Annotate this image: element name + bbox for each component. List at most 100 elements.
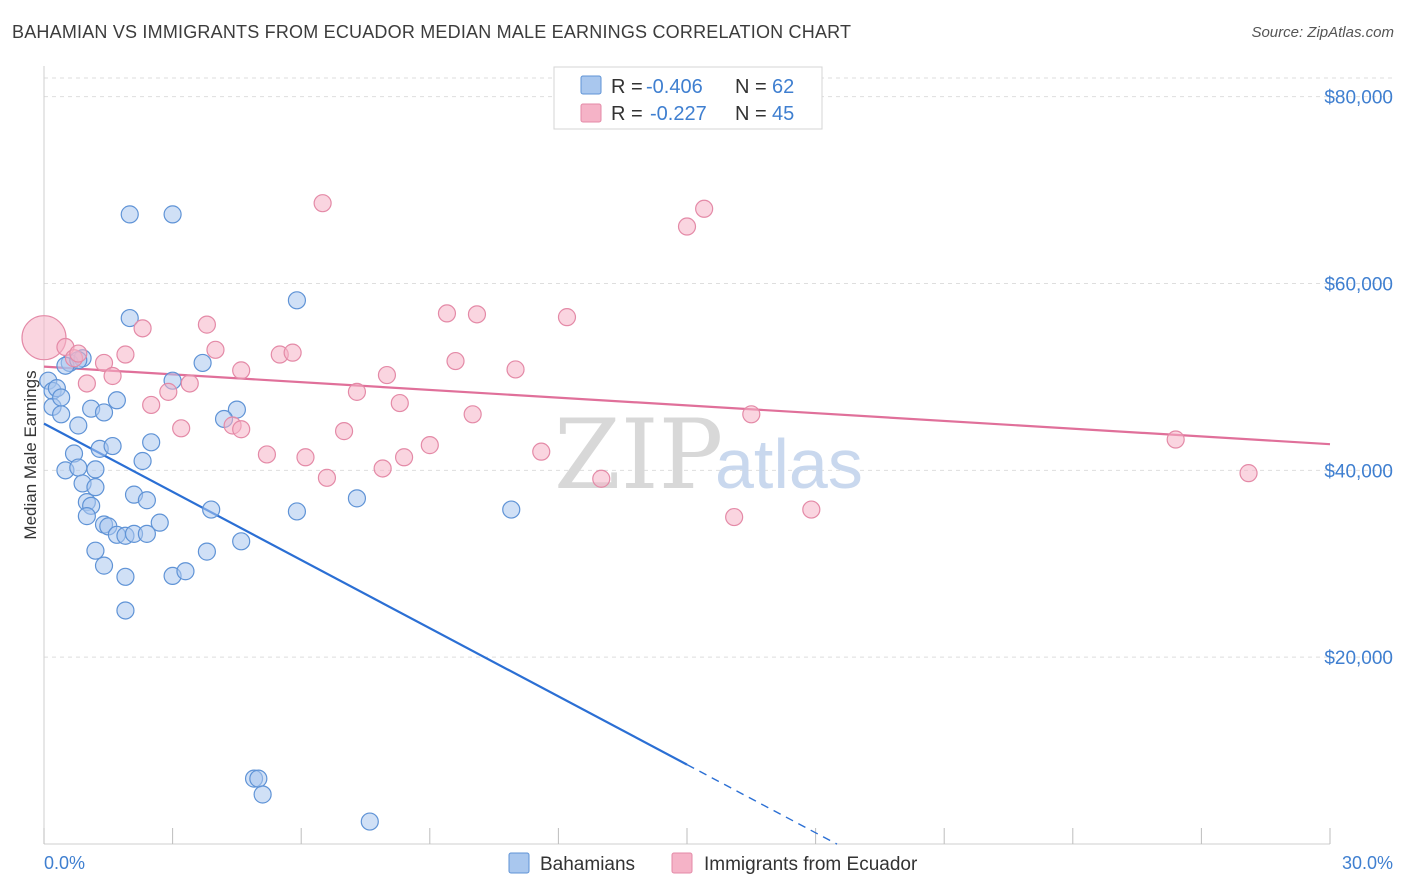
trend-line-bahamians-extension bbox=[686, 763, 838, 845]
y-tick-labels: $20,000 $40,000 $60,000 $80,000 bbox=[1324, 88, 1393, 669]
point-bahamians bbox=[120, 308, 139, 328]
point-ecuador bbox=[21, 315, 67, 361]
point-bahamians bbox=[69, 416, 88, 435]
correlation-legend: R = -0.406 N = 62 R = -0.227 N = 45 bbox=[553, 66, 823, 130]
legend-n-label-2: N = bbox=[735, 103, 767, 125]
bottom-legend-label-ecuador: Immigrants from Ecuador bbox=[704, 854, 918, 875]
point-bahamians bbox=[360, 812, 379, 831]
point-bahamians bbox=[77, 507, 96, 526]
bottom-legend-swatch-bahamians bbox=[508, 852, 530, 874]
bottom-legend-swatch-ecuador bbox=[671, 852, 693, 874]
watermark-atlas: atlas bbox=[715, 425, 863, 503]
point-ecuador bbox=[377, 365, 397, 385]
point-ecuador bbox=[116, 345, 135, 364]
point-bahamians bbox=[287, 291, 307, 310]
chart-title: BAHAMIAN VS IMMIGRANTS FROM ECUADOR MEDI… bbox=[12, 22, 852, 42]
point-ecuador bbox=[197, 315, 216, 334]
y-tick-label: $60,000 bbox=[1324, 275, 1393, 296]
point-ecuador bbox=[257, 445, 277, 464]
trend-line-ecuador bbox=[43, 365, 1331, 446]
legend-r-value-1: -0.406 bbox=[646, 76, 703, 98]
point-bahamians bbox=[347, 489, 367, 508]
point-bahamians bbox=[137, 491, 156, 510]
point-bahamians bbox=[116, 567, 135, 586]
point-ecuador bbox=[180, 374, 199, 393]
point-ecuador bbox=[1166, 430, 1185, 449]
series-legend: Bahamians Immigrants from Ecuador bbox=[508, 852, 918, 875]
point-bahamians bbox=[52, 388, 71, 407]
point-ecuador bbox=[133, 319, 152, 338]
point-ecuador bbox=[420, 436, 439, 455]
point-ecuador bbox=[232, 361, 251, 380]
point-ecuador bbox=[334, 422, 354, 441]
point-ecuador bbox=[172, 419, 191, 438]
point-ecuador bbox=[1239, 464, 1258, 483]
point-bahamians bbox=[94, 403, 114, 422]
y-tick-label: $40,000 bbox=[1324, 461, 1393, 482]
bottom-legend-label-bahamians: Bahamians bbox=[540, 854, 635, 875]
point-bahamians bbox=[69, 458, 88, 477]
axes bbox=[43, 66, 1331, 845]
point-bahamians bbox=[52, 405, 71, 424]
point-bahamians bbox=[253, 785, 272, 804]
point-ecuador bbox=[103, 366, 122, 386]
point-ecuador bbox=[283, 343, 302, 362]
legend-n-value-1: 62 bbox=[772, 76, 794, 98]
source-label: Source: ZipAtlas.com bbox=[1251, 24, 1394, 41]
point-bahamians bbox=[502, 500, 521, 519]
point-ecuador bbox=[317, 468, 337, 487]
point-ecuador bbox=[390, 393, 409, 413]
watermark-zip: ZIP bbox=[554, 399, 723, 511]
x-tick-label: 30.0% bbox=[1342, 853, 1393, 873]
point-bahamians bbox=[287, 502, 307, 521]
point-bahamians bbox=[163, 205, 182, 224]
legend-r-label-2: R = bbox=[611, 103, 643, 125]
point-ecuador bbox=[437, 304, 457, 323]
point-bahamians bbox=[116, 601, 135, 620]
point-ecuador bbox=[296, 448, 315, 467]
point-ecuador bbox=[742, 405, 761, 424]
legend-r-label-1: R = bbox=[611, 76, 643, 98]
point-ecuador bbox=[94, 353, 114, 373]
data-points bbox=[21, 194, 1258, 831]
point-ecuador bbox=[142, 395, 161, 415]
point-ecuador bbox=[695, 199, 714, 218]
point-ecuador bbox=[373, 459, 392, 478]
point-ecuador bbox=[467, 305, 487, 324]
legend-n-label-1: N = bbox=[735, 76, 767, 98]
trend-lines bbox=[43, 365, 1331, 845]
point-ecuador bbox=[557, 308, 577, 327]
legend-swatch-bahamians bbox=[580, 75, 602, 95]
point-ecuador bbox=[677, 217, 697, 236]
point-bahamians bbox=[133, 451, 152, 471]
point-ecuador bbox=[446, 351, 465, 371]
point-bahamians bbox=[202, 500, 221, 519]
point-bahamians bbox=[193, 353, 212, 373]
point-ecuador bbox=[347, 382, 367, 401]
point-bahamians bbox=[103, 436, 122, 456]
point-ecuador bbox=[313, 194, 332, 213]
legend-r-value-2: -0.227 bbox=[650, 103, 707, 125]
trend-line-bahamians bbox=[43, 422, 688, 766]
point-ecuador bbox=[725, 507, 744, 527]
legend-n-value-2: 45 bbox=[772, 103, 794, 125]
point-ecuador bbox=[206, 340, 225, 359]
point-bahamians bbox=[232, 532, 251, 551]
point-bahamians bbox=[150, 513, 169, 532]
point-bahamians bbox=[176, 562, 195, 581]
point-bahamians bbox=[137, 524, 156, 543]
point-ecuador bbox=[463, 405, 482, 424]
x-tick-labels: 0.0% 30.0% bbox=[44, 853, 1393, 873]
point-bahamians bbox=[107, 391, 126, 410]
point-ecuador bbox=[532, 442, 551, 461]
point-bahamians bbox=[142, 433, 161, 452]
point-ecuador bbox=[159, 382, 178, 401]
point-bahamians bbox=[197, 542, 216, 561]
y-tick-label: $80,000 bbox=[1324, 88, 1393, 109]
point-ecuador bbox=[802, 500, 821, 519]
point-ecuador bbox=[394, 448, 414, 467]
point-bahamians bbox=[94, 556, 114, 575]
point-ecuador bbox=[592, 469, 611, 488]
point-ecuador bbox=[69, 344, 88, 363]
